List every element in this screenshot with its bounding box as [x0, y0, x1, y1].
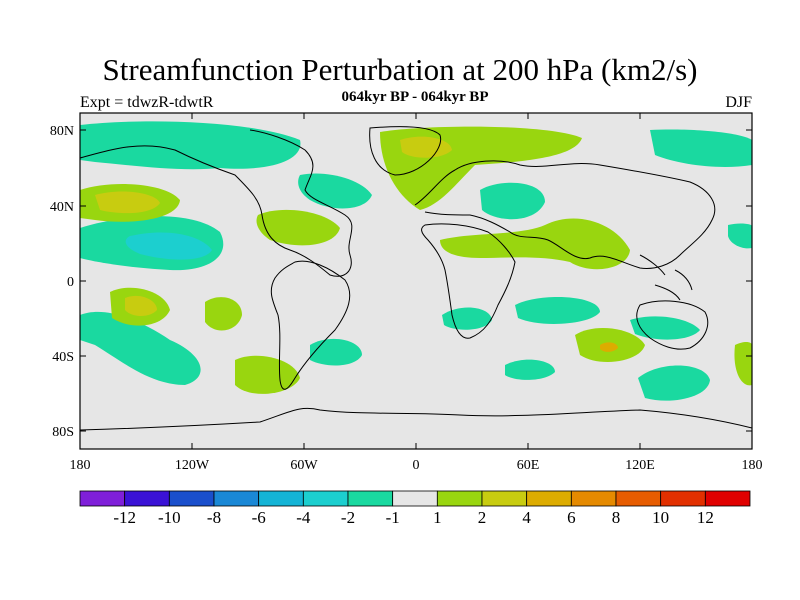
colorbar-swatch — [570, 490, 617, 507]
colorbar-label: -2 — [341, 508, 355, 527]
lon-tick-label: 0 — [413, 458, 420, 473]
colorbar-label: -4 — [296, 508, 311, 527]
colorbar-swatch — [660, 490, 706, 507]
colorbar-swatch — [347, 490, 394, 507]
colorbar-label: 8 — [612, 508, 621, 527]
colorbar: -12 -10 -8 -6 -4 -2 -1 1 2 4 6 8 10 12 — [79, 490, 751, 527]
colorbar-swatch — [258, 490, 304, 507]
contour-neg-arctic-canada — [80, 121, 301, 170]
colorbar-label: -6 — [252, 508, 266, 527]
colorbar-label: -1 — [386, 508, 400, 527]
coast-europe-asia — [414, 160, 716, 269]
coast-north-america — [80, 129, 353, 277]
contour-pos-south-america — [205, 297, 242, 331]
colorbar-swatch — [704, 490, 751, 507]
contour-neg-east-asia — [650, 129, 752, 167]
colorbar-label: 2 — [478, 508, 487, 527]
colorbar-swatch — [213, 490, 260, 507]
lon-tick-label: 120E — [625, 458, 655, 473]
colorbar-label: -8 — [207, 508, 221, 527]
colorbar-swatch — [526, 490, 572, 507]
contour-pos-east-pacific-south-core — [125, 295, 157, 316]
colorbar-swatch — [124, 490, 170, 507]
season-label: DJF — [725, 94, 752, 111]
colorbar-label: 4 — [522, 508, 531, 527]
coast-south-america — [270, 260, 351, 390]
contour-neg-south-pacific — [630, 316, 700, 340]
coast-antarctica — [80, 407, 752, 431]
colorbar-swatch — [392, 490, 438, 507]
lat-tick-label: 80S — [52, 425, 74, 440]
page-title: Streamfunction Perturbation at 200 hPa (… — [102, 52, 698, 87]
lon-tick-label: 60W — [290, 458, 318, 473]
contour-pos-new-zealand — [734, 341, 752, 386]
experiment-label: Expt = tdwzR-tdwtR — [80, 94, 214, 111]
colorbar-label: 10 — [652, 508, 669, 527]
lat-tick-label: 80N — [50, 124, 74, 139]
lat-tick-label: 40S — [52, 350, 74, 365]
contour-fills — [80, 121, 752, 401]
contour-pos-indian-ocean-south-core — [600, 342, 618, 352]
colorbar-label: -12 — [113, 508, 136, 527]
contour-pos-chile — [235, 355, 300, 394]
lon-tick-label: 180 — [70, 458, 91, 473]
colorbar-label: 12 — [697, 508, 714, 527]
colorbar-label: 1 — [433, 508, 442, 527]
contour-pos-greenland-core — [400, 136, 452, 158]
contour-neg-west-pacific — [728, 223, 752, 249]
colorbar-swatch — [615, 490, 662, 507]
colorbar-swatch — [168, 490, 215, 507]
colorbar-label: 6 — [567, 508, 576, 527]
contour-pos-north-america-east — [256, 209, 340, 246]
coast-greenland — [369, 126, 442, 176]
lat-tick-label: 0 — [67, 275, 74, 290]
coast-australia — [636, 300, 709, 350]
coastlines — [80, 126, 752, 431]
longitude-ticks: 180 120W 60W 0 60E 120E 180 — [70, 113, 763, 473]
contour-neg-southeast-pacific — [80, 311, 201, 385]
lon-tick-label: 180 — [742, 458, 763, 473]
colorbar-label: -10 — [158, 508, 181, 527]
contour-neg-pacific-core — [125, 232, 212, 260]
lon-tick-label: 60E — [517, 458, 540, 473]
contour-neg-australia-south — [638, 365, 710, 401]
colorbar-swatch — [302, 490, 349, 507]
coast-africa — [421, 223, 516, 339]
lon-tick-label: 120W — [175, 458, 210, 473]
contour-pos-north-pacific-core — [95, 191, 160, 214]
colorbar-swatch — [436, 490, 483, 507]
contour-pos-africa-mideast — [440, 218, 630, 270]
page-subtitle: 064kyr BP - 064kyr BP — [341, 89, 489, 105]
colorbar-swatch — [481, 490, 528, 507]
coast-maritime-asia — [639, 254, 693, 301]
lat-tick-label: 40N — [50, 200, 74, 215]
contour-neg-indian-ocean — [515, 296, 600, 324]
contour-neg-south-atlantic — [310, 338, 362, 366]
contour-neg-central-asia — [480, 182, 545, 220]
latitude-ticks: 80N 40N 0 40S 80S — [50, 124, 752, 440]
colorbar-swatch — [79, 490, 126, 507]
contour-neg-south-indian — [505, 359, 555, 380]
